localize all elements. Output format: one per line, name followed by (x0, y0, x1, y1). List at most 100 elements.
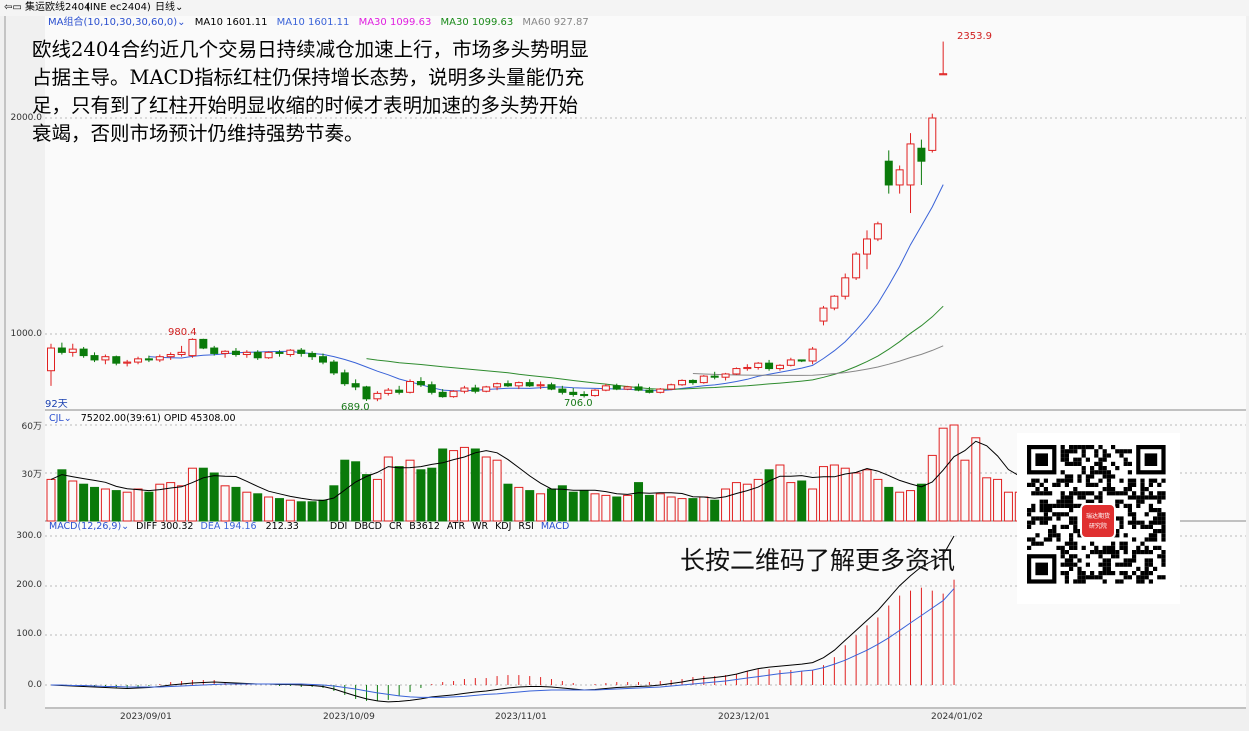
qr-module (1060, 545, 1065, 550)
qr-module (1132, 491, 1137, 496)
qr-module (1052, 524, 1057, 529)
qr-caption: 长按二维码了解更多资讯 (680, 546, 956, 575)
qr-module (1115, 533, 1120, 538)
qr-module (1085, 499, 1090, 504)
qr-module (1123, 575, 1128, 580)
qr-module (1060, 445, 1065, 450)
qr-module (1127, 470, 1132, 475)
indicator-tab-cr[interactable]: CR (388, 521, 403, 532)
macd-select[interactable]: MACD(12,26,9)⌄ (49, 521, 130, 532)
qr-module (1069, 445, 1074, 450)
qr-module (1111, 545, 1116, 550)
qr-module (1031, 478, 1036, 483)
qr-module (1060, 491, 1065, 496)
volume-bar (187, 467, 197, 522)
qr-module (1132, 478, 1137, 483)
qr-module (1064, 558, 1069, 563)
qr-module (1077, 495, 1082, 500)
ma60: MA60 927.87 (522, 17, 589, 28)
volume-bar (993, 478, 1003, 522)
qr-module (1069, 533, 1074, 538)
qr-code[interactable]: 瑞达期货 研究院 (1017, 433, 1180, 604)
qr-module (1035, 491, 1040, 496)
candle-body (329, 361, 338, 374)
volume-bar (405, 459, 415, 522)
qr-finder (1035, 453, 1048, 466)
candle-body (362, 386, 371, 400)
volume-select[interactable]: CJL⌄ (49, 413, 72, 424)
qr-module (1090, 470, 1095, 475)
qr-module (1106, 478, 1111, 483)
qr-module (1064, 571, 1069, 576)
volume-bar (949, 424, 959, 522)
indicator-tab-kdj[interactable]: KDJ (495, 521, 512, 532)
indicator-tab-macd[interactable]: MACD (540, 521, 570, 532)
period-select[interactable]: 日线⌄ (155, 2, 184, 13)
qr-module (1127, 495, 1132, 500)
qr-module (1043, 487, 1048, 492)
qr-module (1064, 503, 1069, 508)
qr-module (1077, 533, 1082, 538)
candle-body (155, 356, 164, 361)
qr-module (1127, 512, 1132, 517)
qr-module (1157, 512, 1162, 517)
volume-bar (960, 459, 970, 522)
indicator-tab-atr[interactable]: ATR (446, 521, 466, 532)
qr-module (1127, 482, 1132, 487)
ma10-line (148, 184, 944, 392)
volume-bar (971, 437, 981, 522)
ma30-a: MA30 1099.63 (358, 17, 432, 28)
qr-module (1060, 470, 1065, 475)
candle-body (917, 147, 926, 162)
indicator-tab-wr[interactable]: WR (472, 521, 489, 532)
candle-body (667, 384, 676, 390)
volume-bar (579, 490, 589, 522)
qr-module (1031, 537, 1036, 542)
qr-module (1035, 541, 1040, 546)
qr-module (1153, 533, 1158, 538)
qr-module (1069, 520, 1074, 525)
volume-bar (274, 498, 284, 522)
volume-bar (568, 491, 578, 522)
candle-body (884, 160, 893, 186)
volume-bar (938, 427, 948, 522)
qr-module (1039, 520, 1044, 525)
qr-module (1161, 491, 1166, 496)
qr-module (1157, 529, 1162, 534)
qr-module (1077, 461, 1082, 466)
macd-ytick-300: 300.0 (16, 531, 42, 541)
xtick-5: 2024/01/02 (931, 712, 983, 722)
indicator-tab-rsi[interactable]: RSI (518, 521, 534, 532)
candle-body (710, 375, 719, 378)
price-ytick-1000: 1000.0 (10, 329, 43, 339)
qr-module (1119, 562, 1124, 567)
qr-module (1064, 495, 1069, 500)
ma-group-select[interactable]: MA组合(10,10,30,30,60,0) (48, 17, 178, 28)
volume-bar (90, 486, 100, 522)
volume-bar (818, 466, 828, 522)
qr-module (1064, 579, 1069, 584)
qr-module (1056, 545, 1061, 550)
indicator-tab-ddi[interactable]: DDI (329, 521, 348, 532)
volume-bar (699, 496, 709, 522)
candle-body (144, 358, 153, 361)
chart-type-icon[interactable]: ⇦▭ (4, 2, 22, 13)
qr-module (1048, 537, 1053, 542)
qr-module (1081, 571, 1086, 576)
qr-module (1081, 453, 1086, 458)
qr-module (1069, 554, 1074, 559)
window-title: 集运欧线2404 (25, 2, 91, 13)
qr-module (1064, 575, 1069, 580)
indicator-tab-dbcd[interactable]: DBCD (354, 521, 382, 532)
qr-module (1111, 474, 1116, 479)
indicator-tab-b3612[interactable]: B3612 (409, 521, 440, 532)
candle-body (90, 355, 99, 361)
logo-text-1: 瑞达期货 (1085, 513, 1110, 520)
qr-module (1102, 566, 1107, 571)
qr-module (1153, 529, 1158, 534)
qr-module (1136, 495, 1141, 500)
annotation-689: 689.0 (341, 402, 370, 413)
qr-module (1102, 558, 1107, 563)
qr-module (1102, 457, 1107, 462)
qr-module (1119, 524, 1124, 529)
